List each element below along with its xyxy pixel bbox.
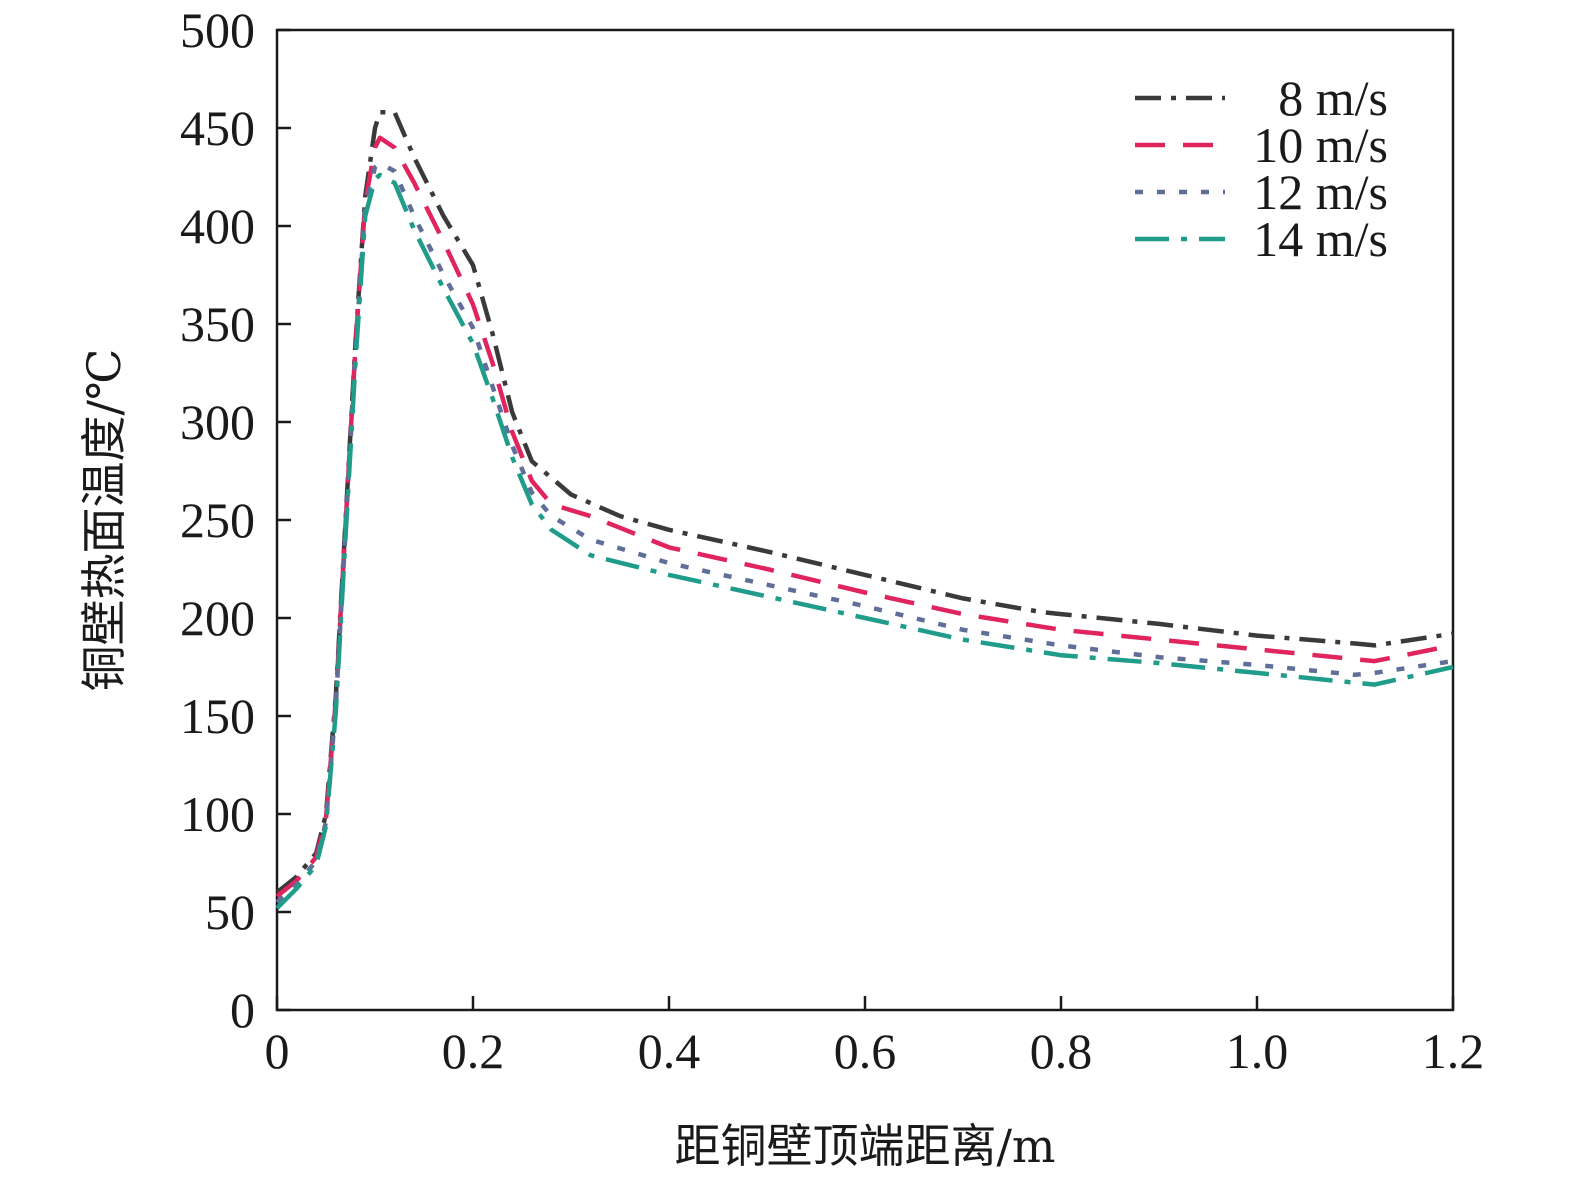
legend: 8 m/s10 m/s12 m/s14 m/s [1135,70,1388,267]
x-tick-label: 0.2 [442,1023,505,1079]
legend-label-2: 10 m/s [1253,117,1388,173]
series-line-3 [275,161,1454,904]
y-tick-label: 200 [180,590,255,646]
y-tick-label: 300 [180,394,255,450]
series-lines [275,110,1454,910]
legend-label-3: 12 m/s [1253,164,1388,220]
series-line-4 [275,172,1454,910]
legend-label-1: 8 m/s [1278,70,1388,126]
y-axis-title: 铜壁热面温度/℃ [77,349,131,692]
x-tick-label: 1.0 [1226,1023,1289,1079]
y-tick-label: 450 [180,100,255,156]
y-tick-label: 500 [180,2,255,58]
y-tick-label: 0 [230,982,255,1038]
series-line-2 [275,135,1454,899]
y-tick-label: 250 [180,492,255,548]
y-tick-label: 400 [180,198,255,254]
y-tick-label: 150 [180,688,255,744]
x-tick-label: 0.4 [638,1023,701,1079]
x-tick-label: 0 [265,1023,290,1079]
y-axis: 0 50 100 150 200 250 300 350 400 450 500 [180,2,291,1038]
legend-label-4: 14 m/s [1253,211,1388,267]
x-axis-title: 距铜壁顶端距离/m [674,1119,1055,1173]
y-tick-label: 50 [205,884,255,940]
x-tick-label: 0.6 [834,1023,897,1079]
x-tick-label: 1.2 [1422,1023,1485,1079]
y-tick-label: 350 [180,296,255,352]
y-tick-label: 100 [180,786,255,842]
x-axis: 0 0.2 0.4 0.6 0.8 1.0 1.2 [265,996,1485,1079]
x-tick-label: 0.8 [1030,1023,1093,1079]
